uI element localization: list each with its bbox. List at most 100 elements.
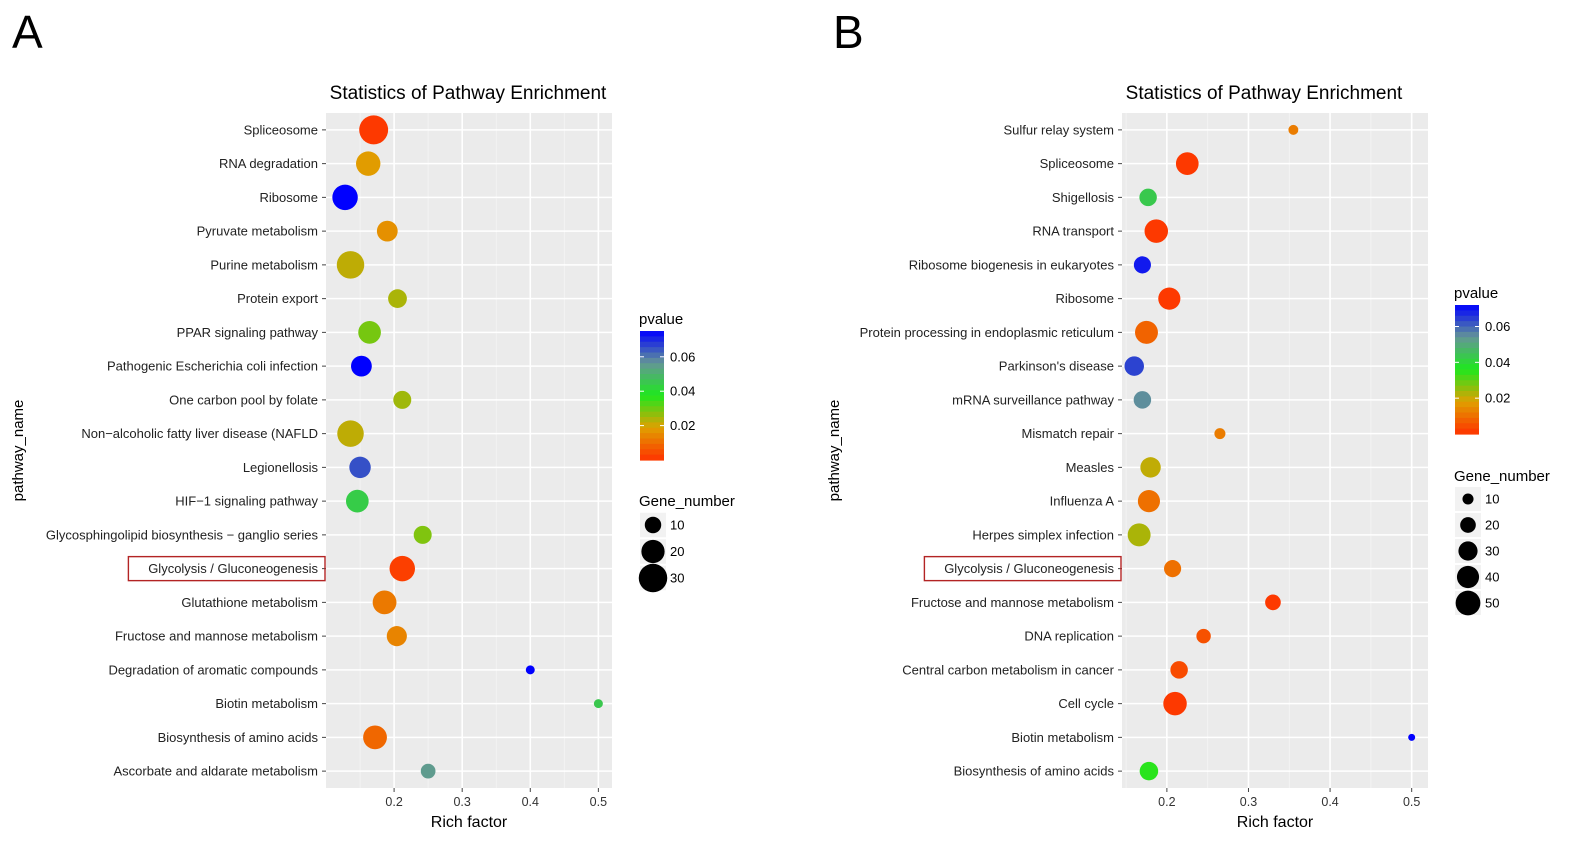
legend-pvalue-title: pvalue <box>1454 285 1498 302</box>
size-key-dot <box>1462 493 1474 505</box>
data-point <box>358 321 381 344</box>
data-point <box>351 355 372 377</box>
pathway-label: Biotin metabolism <box>1011 730 1114 745</box>
colorbar-segment <box>640 341 664 348</box>
colorbar-segment <box>1455 412 1479 419</box>
x-tick-label: 0.3 <box>453 795 470 809</box>
colorbar-segment <box>1455 407 1479 414</box>
colorbar-segment <box>640 384 664 391</box>
x-tick-label: 0.2 <box>1158 795 1175 809</box>
colorbar-segment <box>1455 428 1479 435</box>
pathway-label: DNA replication <box>1024 629 1114 644</box>
pathway-label: Biotin metabolism <box>215 696 318 711</box>
x-axis-label: Rich factor <box>1237 814 1314 831</box>
colorbar-segment <box>1455 310 1479 317</box>
colorbar-segment <box>1455 364 1479 371</box>
colorbar-segment <box>640 433 664 440</box>
y-axis-label: pathway_name <box>10 400 27 502</box>
pathway-label: Measles <box>1066 460 1115 475</box>
colorbar-segment <box>640 390 664 397</box>
data-point <box>1139 761 1159 781</box>
pathway-label: RNA transport <box>1032 224 1114 239</box>
colorbar-segment <box>640 417 664 423</box>
colorbar-segment <box>640 336 664 343</box>
pathway-label: HIF−1 signaling pathway <box>175 494 318 509</box>
x-axis-label: Rich factor <box>431 814 508 831</box>
colorbar-segment <box>1455 337 1479 344</box>
colorbar-segment <box>640 357 664 364</box>
pathway-label: Glycosphingolipid biosynthesis − ganglio… <box>46 527 319 542</box>
colorbar-tick-label: 0.04 <box>1485 355 1510 370</box>
colorbar-segment <box>1455 385 1479 392</box>
data-point <box>356 151 381 176</box>
colorbar-segment <box>640 347 664 354</box>
highlight-box <box>127 555 326 582</box>
size-key-label: 20 <box>670 544 684 559</box>
colorbar-segment <box>640 395 664 402</box>
pathway-label: Biosynthesis of amino acids <box>954 764 1115 779</box>
x-tick-label: 0.4 <box>522 795 539 809</box>
size-key-label: 10 <box>670 518 684 533</box>
data-point <box>372 590 397 615</box>
size-key-dot <box>1460 517 1476 533</box>
colorbar-segment <box>640 400 664 407</box>
pathway-label: Cell cycle <box>1058 696 1114 711</box>
size-key-dot <box>1455 590 1481 616</box>
colorbar-segment <box>1455 396 1479 403</box>
pathway-label: Legionellosis <box>243 460 319 475</box>
pathway-label: Glycolysis / Gluconeogenesis <box>148 561 318 576</box>
data-point <box>1408 733 1416 741</box>
panel-label: B <box>833 6 864 58</box>
colorbar-segment <box>1455 391 1479 397</box>
panel-a: A Statistics of Pathway Enrichment 0.2 0.3 0… <box>10 6 735 831</box>
pathway-label: RNA degradation <box>219 156 318 171</box>
data-point <box>1140 457 1161 478</box>
pathway-label: One carbon pool by folate <box>169 392 318 407</box>
x-tick-label: 0.4 <box>1321 795 1338 809</box>
pathway-label: Central carbon metabolism in cancer <box>902 662 1114 677</box>
pathway-label: Fructose and mannose metabolism <box>115 629 318 644</box>
x-tick-label: 0.3 <box>1240 795 1257 809</box>
plot-background <box>326 113 612 788</box>
data-point <box>1288 124 1299 135</box>
pathway-label: Degradation of aromatic compounds <box>108 662 318 677</box>
size-key-dot <box>1458 541 1478 561</box>
pathway-label: Protein processing in endoplasmic reticu… <box>860 325 1114 340</box>
pathway-label: Parkinson's disease <box>999 359 1114 374</box>
chart-title: Statistics of Pathway Enrichment <box>1126 83 1403 104</box>
pathway-label: Mismatch repair <box>1022 426 1115 441</box>
pathway-label: Non−alcoholic fatty liver disease (NAFLD <box>81 426 318 441</box>
colorbar-segment <box>640 427 664 434</box>
colorbar-segment <box>1455 374 1479 381</box>
data-point <box>1133 391 1152 409</box>
data-point <box>1175 152 1199 175</box>
data-point <box>1265 594 1281 611</box>
data-point <box>337 420 364 447</box>
colorbar-segment <box>640 411 664 418</box>
data-point <box>1196 628 1211 644</box>
data-point <box>345 489 369 513</box>
colorbar-tick-label: 0.02 <box>670 418 695 433</box>
data-point <box>1135 320 1158 344</box>
x-tick-label: 0.5 <box>590 795 607 809</box>
colorbar-segment <box>640 368 664 375</box>
colorbar-segment <box>1455 417 1479 424</box>
data-point <box>1163 691 1187 716</box>
colorbar-segment <box>1455 423 1479 430</box>
pathway-label: Pathogenic Escherichia coli infection <box>107 359 318 374</box>
y-axis-label: pathway_name <box>826 400 843 502</box>
data-point <box>1164 560 1182 578</box>
data-point <box>389 555 416 582</box>
colorbar-segment <box>1455 342 1479 349</box>
data-point <box>1124 356 1144 376</box>
colorbar-segment <box>640 406 664 413</box>
data-point <box>420 763 436 779</box>
colorbar-segment <box>640 454 664 461</box>
size-key-dot <box>641 539 665 564</box>
colorbar-segment <box>1455 358 1479 365</box>
pathway-label: Shigellosis <box>1052 190 1115 205</box>
pathway-label: Fructose and mannose metabolism <box>911 595 1114 610</box>
colorbar-segment <box>1455 353 1479 360</box>
pathway-label: Ascorbate and aldarate metabolism <box>113 764 318 779</box>
size-key-dot <box>1456 565 1480 589</box>
